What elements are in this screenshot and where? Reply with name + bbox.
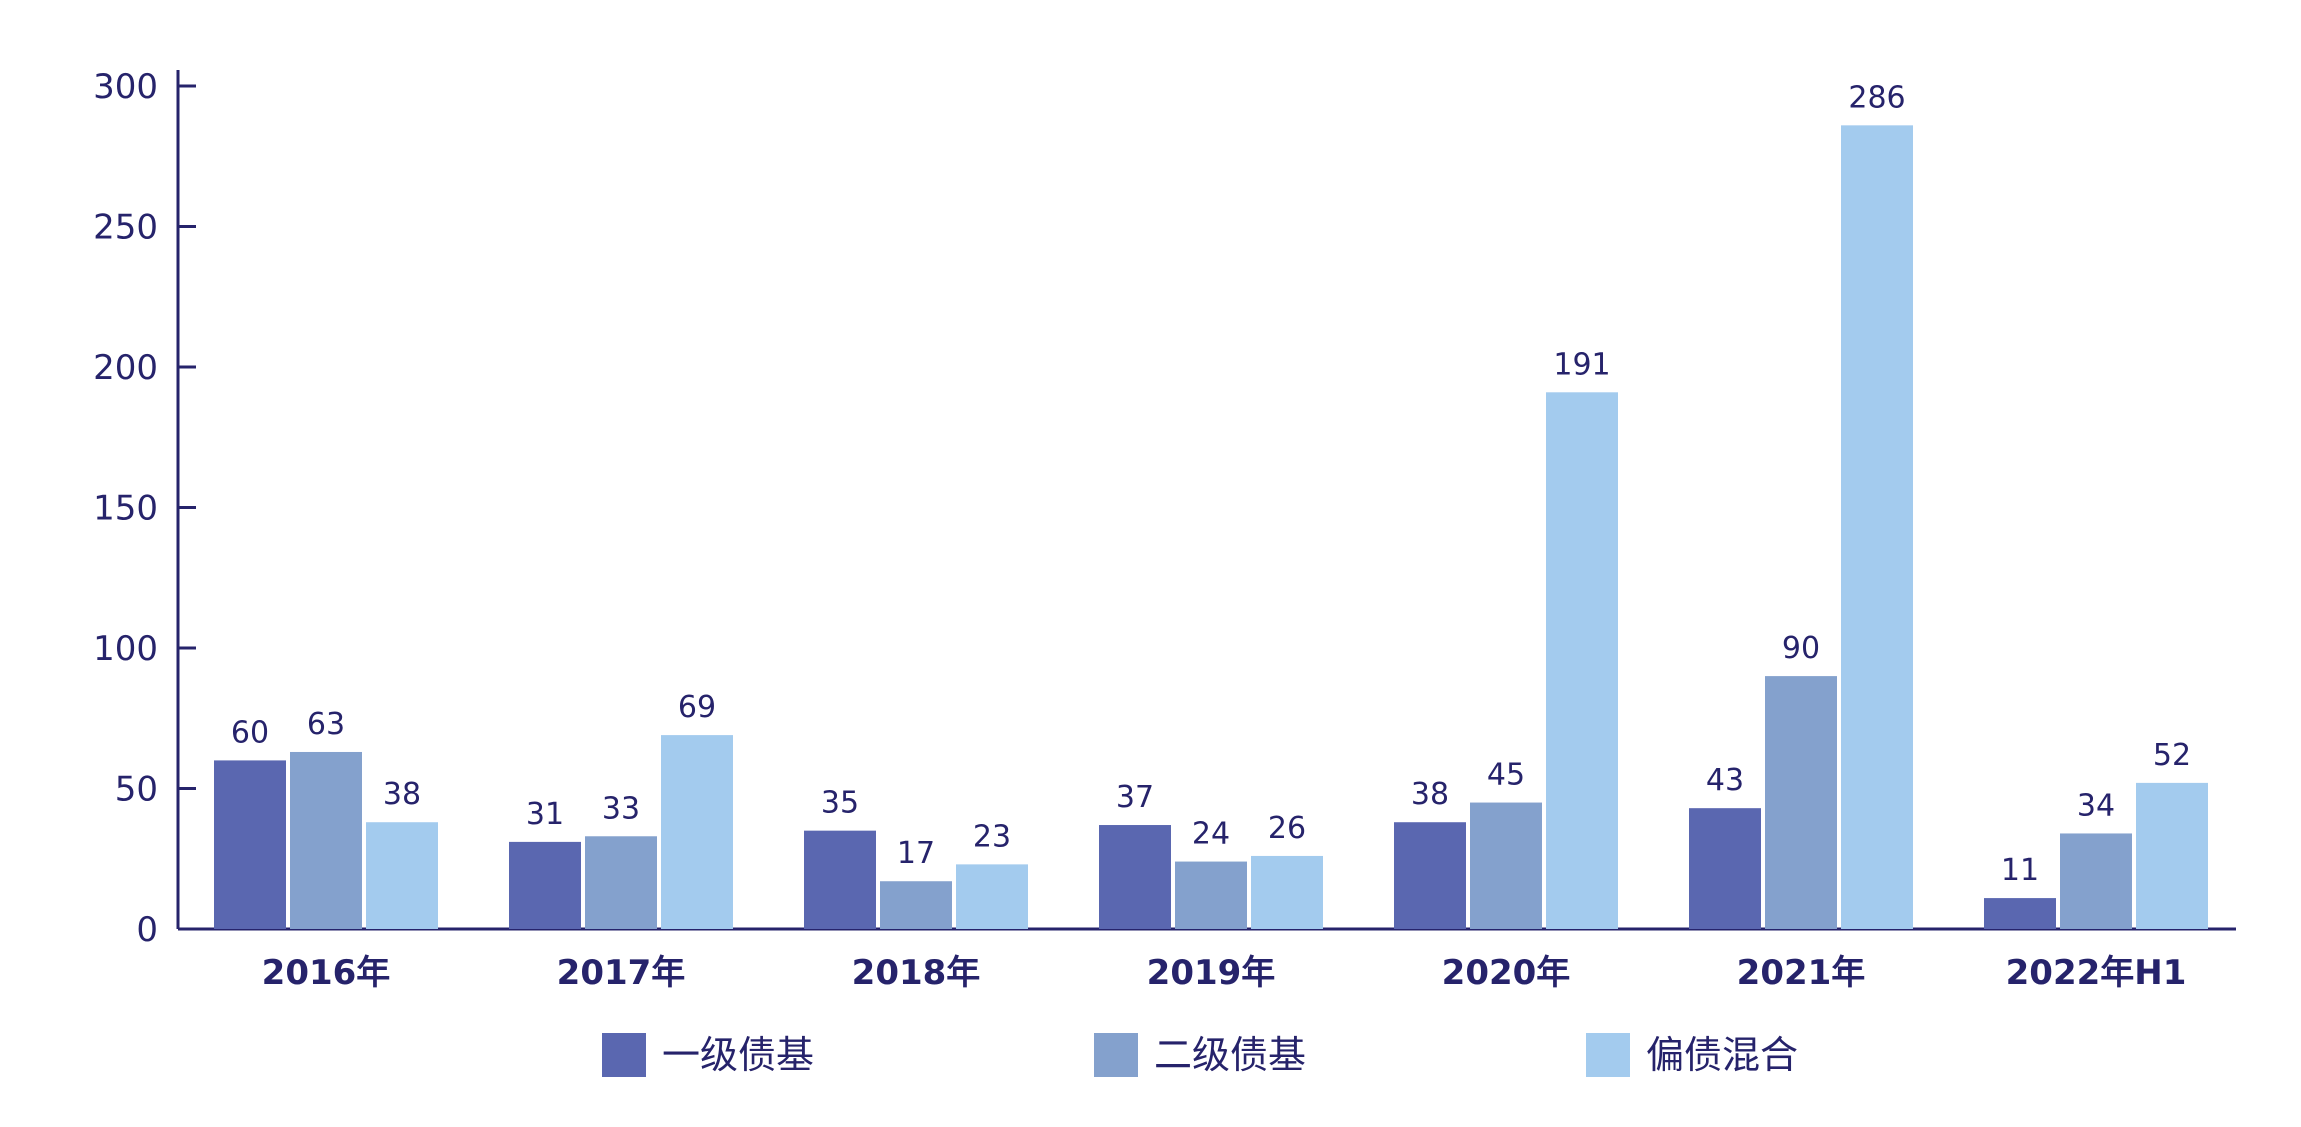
data-label: 24: [1192, 817, 1230, 852]
data-label: 35: [821, 786, 859, 821]
data-label: 286: [1848, 80, 1905, 115]
x-tick-label: 2018年: [852, 953, 981, 993]
y-tick-label: 150: [93, 489, 158, 529]
legend-swatch: [602, 1033, 646, 1077]
bar: [1394, 822, 1466, 929]
data-label: 11: [2001, 853, 2039, 888]
data-label: 45: [1487, 758, 1525, 793]
bar: [366, 822, 438, 929]
data-label: 63: [307, 707, 345, 742]
bar: [214, 760, 286, 929]
y-tick-label: 0: [136, 910, 158, 950]
bar: [1841, 125, 1913, 930]
data-label: 23: [973, 819, 1011, 854]
x-axis: 2016年 2017年 2018年 2019年 2020年 2021年 2022年H1: [178, 927, 2236, 993]
legend-label: 二级债基: [1154, 1033, 1306, 1077]
bar: [2060, 833, 2132, 929]
data-label: 69: [678, 690, 716, 725]
data-label: 60: [231, 715, 269, 750]
bars-group: [214, 125, 2208, 930]
y-tick-label: 200: [93, 348, 158, 388]
bar: [1175, 861, 1247, 929]
legend-swatch: [1586, 1033, 1630, 1077]
data-label: 37: [1116, 780, 1154, 815]
bar: [1099, 825, 1171, 929]
y-tick-label: 100: [93, 629, 158, 669]
bar: [509, 841, 581, 929]
y-tick-label: 250: [93, 208, 158, 248]
data-label: 33: [602, 791, 640, 826]
bar: [804, 830, 876, 929]
data-label: 26: [1268, 811, 1306, 846]
bar: [585, 836, 657, 929]
bar: [1765, 676, 1837, 929]
data-label: 34: [2077, 788, 2115, 823]
data-label: 38: [383, 777, 421, 812]
data-labels-group: 60 63 38 31 33 69 35 17 23 37 24 26 38 45 191 43 90 286 11…: [231, 80, 2191, 888]
legend-swatch: [1094, 1033, 1138, 1077]
y-tick-label: 50: [115, 770, 158, 810]
data-label: 31: [526, 797, 564, 832]
data-label: 17: [897, 836, 935, 871]
bar: [956, 864, 1028, 929]
bar: [661, 735, 733, 929]
bar: [290, 751, 362, 929]
bar: [1689, 808, 1761, 929]
data-label: 52: [2153, 738, 2191, 773]
x-tick-label: 2017年: [557, 953, 686, 993]
y-tick-label: 300: [93, 67, 158, 107]
bar: [880, 881, 952, 929]
bar: [2136, 782, 2208, 929]
x-tick-label: 2022年H1: [2006, 953, 2187, 993]
x-tick-label: 2021年: [1737, 953, 1866, 993]
bar: [1251, 855, 1323, 929]
x-tick-label: 2020年: [1442, 953, 1571, 993]
data-label: 90: [1782, 631, 1820, 666]
legend: 一级债基 二级债基 偏债混合: [602, 1033, 1798, 1077]
bar: [1470, 802, 1542, 929]
x-tick-label: 2019年: [1147, 953, 1276, 993]
x-tick-label: 2016年: [262, 953, 391, 993]
legend-label: 偏债混合: [1646, 1033, 1798, 1077]
data-label: 191: [1553, 347, 1610, 382]
legend-label: 一级债基: [662, 1033, 814, 1077]
bar: [1546, 392, 1618, 929]
bar: [1984, 898, 2056, 929]
data-label: 43: [1706, 763, 1744, 798]
data-label: 38: [1411, 777, 1449, 812]
y-axis: 0 50 100 150 200 250 300: [93, 67, 196, 950]
